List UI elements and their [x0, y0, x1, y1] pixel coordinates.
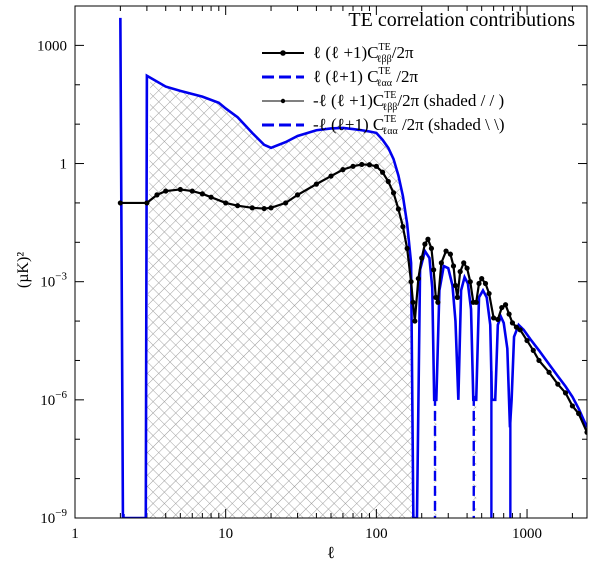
y-axis-label: (µK)² [15, 252, 32, 288]
series-point [555, 381, 561, 387]
legend: ℓ (ℓ +1)CTE ℓββ/2πℓ (ℓ+1) CTE ℓαα /2π-ℓ (ℓ… [262, 42, 504, 137]
y-tick-label: 1000 [37, 38, 67, 54]
series-point [536, 357, 542, 364]
series-point [408, 279, 414, 285]
series-point [479, 275, 485, 282]
series-point [495, 316, 501, 323]
y-tick-label: 10−6 [40, 389, 67, 409]
series-point [385, 178, 391, 185]
series-point [491, 315, 497, 321]
series-point [163, 188, 169, 194]
series-point [431, 267, 437, 273]
series-point [154, 192, 160, 198]
legend-label: ℓ (ℓ+1) CTE ℓαα /2π [313, 66, 419, 89]
series-point [268, 205, 274, 211]
series-point [569, 403, 576, 409]
x-tick-labels: 1 10 100 1000 [71, 526, 542, 542]
series-point [328, 173, 334, 179]
series-point [457, 269, 463, 275]
series-point [464, 265, 470, 271]
series-point [482, 280, 489, 287]
series-point [502, 302, 509, 308]
series-point [517, 327, 523, 333]
x-tick-label: 10 [218, 526, 233, 542]
series-point [340, 167, 346, 173]
series-point [410, 299, 416, 305]
series-point [513, 324, 520, 330]
legend-label: -ℓ (ℓ+1) CTE ℓαα /2π (shaded \ \) [313, 114, 504, 137]
series-point [454, 294, 460, 300]
series-point [390, 190, 397, 196]
series-point [524, 337, 530, 344]
chart-title: TE correlation contributions [348, 9, 575, 31]
series-point [509, 320, 516, 326]
series-point [422, 241, 428, 247]
series-point [506, 311, 512, 317]
series-point [350, 163, 356, 169]
series-point [400, 224, 406, 230]
series-point [395, 206, 401, 212]
series-point [419, 255, 425, 261]
series-point [443, 248, 449, 254]
series-point [499, 304, 505, 311]
series-point [412, 318, 418, 324]
series-point [425, 236, 431, 242]
series-point [562, 390, 569, 396]
y-tick-label: 10−9 [40, 507, 67, 527]
series-point [447, 251, 453, 257]
y-tick-labels: 10−9 10−6 10−3 1 1000 [37, 38, 67, 527]
vertical-drop-lines [122, 371, 512, 518]
series-point [117, 200, 123, 206]
series-point [584, 429, 587, 435]
series-point [428, 245, 435, 252]
y-tick-label: 10−3 [40, 271, 67, 291]
legend-label: ℓ (ℓ +1)CTE ℓββ/2π [313, 42, 414, 65]
series-point [177, 186, 183, 193]
series-point [546, 369, 552, 375]
series-point [261, 205, 267, 212]
series-point [433, 294, 439, 300]
series-point [235, 203, 241, 209]
shaded-region-cross-1 [145, 77, 414, 518]
series-point [530, 347, 536, 354]
series-point [359, 161, 365, 168]
series-point [144, 200, 150, 206]
series-point [415, 275, 421, 282]
series-point [576, 410, 582, 417]
series-point [473, 299, 479, 305]
series-point [223, 200, 229, 206]
legend-swatch-dot [280, 50, 286, 56]
series-point [208, 194, 214, 200]
series-point [467, 279, 473, 285]
series-point [450, 263, 457, 269]
series-point [435, 299, 441, 305]
series-point [476, 280, 482, 287]
x-tick-label: 1 [71, 526, 79, 542]
series-point [438, 260, 444, 266]
series-point [249, 205, 255, 211]
x-tick-label: 100 [365, 526, 388, 542]
series-point [283, 200, 289, 206]
legend-label: -ℓ (ℓ +1)CTE ℓββ/2π (shaded / / ) [313, 90, 504, 113]
shaded-regions [121, 77, 477, 518]
x-tick-label: 1000 [512, 526, 542, 542]
x-axis-label: ℓ [327, 543, 335, 562]
series-point [486, 290, 492, 297]
series-point [373, 163, 379, 169]
series-point [452, 282, 459, 289]
series-point [380, 169, 386, 175]
series-point [366, 162, 373, 168]
plot-frame [74, 5, 588, 519]
series-point [199, 191, 205, 197]
series-point [294, 192, 301, 198]
legend-swatch-dot [280, 98, 286, 104]
series-point [404, 245, 410, 252]
series-point [461, 260, 467, 266]
series-point [313, 181, 319, 187]
series-point [189, 188, 195, 194]
y-tick-label: 1 [60, 157, 68, 173]
